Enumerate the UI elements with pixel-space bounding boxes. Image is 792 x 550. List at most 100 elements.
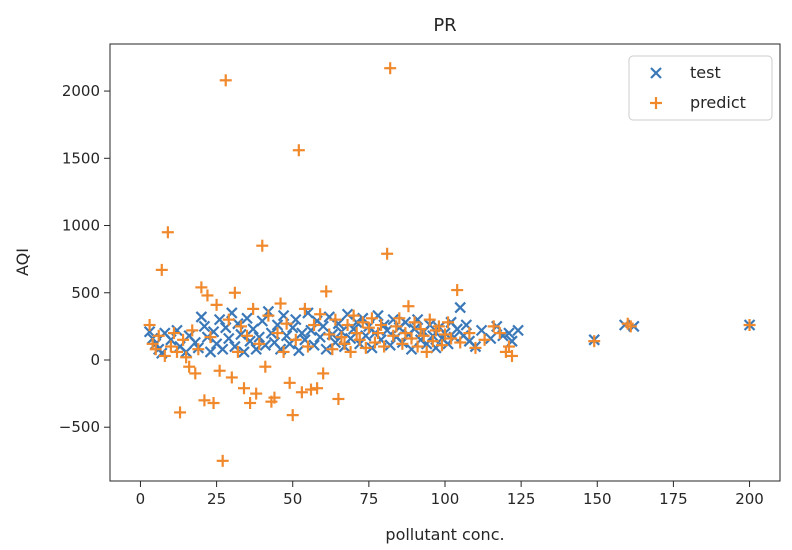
data-point-test	[216, 343, 229, 356]
data-point-predict	[372, 327, 384, 340]
x-axis-label: pollutant conc.	[385, 525, 504, 544]
y-tick-label: 2000	[62, 82, 100, 100]
data-series	[143, 62, 756, 467]
data-point-predict	[387, 329, 400, 342]
data-point-predict	[362, 321, 375, 334]
data-point-predict	[390, 320, 403, 333]
data-point-predict	[143, 319, 156, 332]
data-point-predict	[277, 345, 290, 358]
data-point-predict	[244, 397, 257, 410]
data-point-predict	[399, 327, 412, 340]
data-point-predict	[231, 345, 244, 358]
data-point-predict	[329, 313, 342, 326]
legend: test predict	[628, 55, 773, 121]
data-point-predict	[350, 327, 363, 340]
x-tick-label: 125	[507, 490, 536, 508]
data-point-predict	[305, 383, 317, 396]
legend-marker-shape	[650, 67, 662, 79]
data-point-predict	[250, 387, 263, 400]
data-point-predict	[292, 144, 305, 157]
data-point-predict	[332, 392, 345, 405]
x-tick-label: 175	[659, 490, 688, 508]
data-point-predict	[375, 319, 388, 332]
x-tick-label: 75	[359, 490, 378, 508]
data-point-predict	[469, 341, 482, 354]
data-point-predict	[268, 391, 281, 404]
data-point-predict	[195, 281, 208, 294]
data-point-predict	[234, 320, 247, 333]
data-point-predict	[213, 364, 226, 377]
data-point-predict	[171, 345, 183, 358]
data-point-predict	[183, 360, 196, 373]
data-point-predict	[152, 329, 165, 342]
data-point-predict	[222, 313, 235, 326]
data-point-predict	[393, 312, 406, 325]
y-axis-ticks: −500 0 500 1000 1500 2000	[59, 82, 110, 436]
data-point-predict	[445, 332, 458, 345]
data-point-predict	[442, 316, 455, 329]
data-point-test	[235, 328, 247, 341]
legend-label-predict: predict	[690, 93, 746, 112]
data-point-predict	[253, 337, 266, 350]
data-point-predict	[439, 328, 451, 341]
legend-label-test: test	[690, 63, 721, 82]
data-point-predict	[356, 316, 369, 329]
data-point-predict	[219, 74, 232, 87]
data-point-test	[265, 327, 278, 339]
data-point-predict	[417, 329, 430, 342]
data-point-predict	[588, 335, 601, 348]
data-point-predict	[423, 313, 436, 326]
data-point-test	[317, 320, 329, 333]
y-tick-label: 1000	[62, 217, 100, 235]
data-point-predict	[180, 351, 193, 364]
data-point-test	[308, 339, 320, 351]
data-point-predict	[323, 328, 336, 341]
x-tick-label: 50	[283, 490, 302, 508]
data-point-predict	[161, 226, 174, 239]
data-point-predict	[368, 336, 381, 349]
data-point-test	[341, 308, 354, 321]
data-point-predict	[225, 371, 238, 384]
data-point-predict	[298, 302, 311, 315]
data-point-predict	[384, 62, 397, 75]
data-point-predict	[378, 340, 391, 353]
data-point-test	[256, 315, 269, 327]
data-point-predict	[177, 333, 190, 346]
data-point-predict	[359, 341, 372, 354]
data-point-predict	[271, 327, 284, 340]
x-tick-label: 200	[735, 490, 764, 508]
x-tick-label: 100	[431, 490, 460, 508]
data-point-predict	[167, 327, 180, 340]
data-point-predict	[320, 285, 333, 298]
data-point-predict	[174, 406, 187, 419]
data-point-predict	[238, 382, 250, 395]
data-point-predict	[381, 247, 394, 260]
data-point-predict	[204, 331, 217, 344]
x-axis-ticks: 0 25 50 75 100 125 150 175 200	[136, 481, 764, 508]
data-point-test	[222, 332, 235, 345]
data-point-predict	[624, 320, 637, 333]
y-tick-label: −500	[59, 418, 100, 436]
legend-marker-predict	[650, 97, 662, 109]
data-point-predict	[311, 382, 324, 395]
data-point-predict	[247, 302, 260, 315]
data-point-predict	[274, 297, 287, 310]
data-point-predict	[158, 349, 171, 362]
data-point-predict	[228, 286, 241, 299]
data-point-predict	[155, 263, 168, 276]
data-point-predict	[502, 340, 515, 353]
data-point-predict	[432, 320, 445, 333]
data-point-test	[484, 332, 497, 345]
data-point-predict	[289, 333, 302, 346]
data-point-test	[320, 343, 333, 356]
data-point-predict	[414, 323, 427, 336]
data-point-test	[454, 301, 467, 314]
data-point-predict	[463, 327, 476, 340]
data-point-test	[296, 327, 308, 339]
data-point-predict	[487, 320, 500, 333]
data-point-predict	[365, 312, 378, 325]
data-point-predict	[344, 345, 357, 358]
data-point-predict	[478, 333, 491, 346]
y-tick-label: 500	[71, 284, 100, 302]
